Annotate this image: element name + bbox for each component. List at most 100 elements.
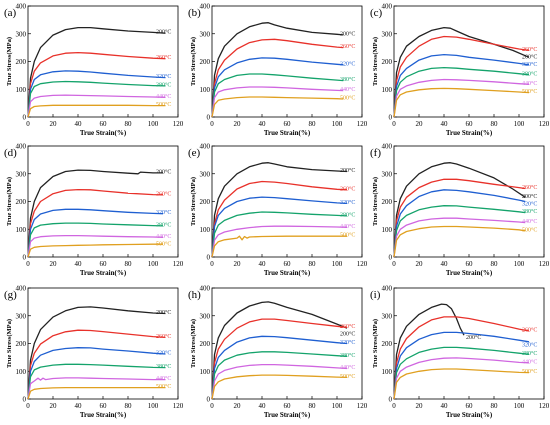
y-tick-label: 400	[16, 143, 27, 151]
x-tick-label: 40	[259, 260, 267, 268]
x-axis-label: True Strain(%)	[264, 269, 311, 277]
panel-e: 0 20 40 60 80 100 120 0 100 200 300 400 True Strain(…	[188, 143, 368, 278]
y-tick-label: 300	[16, 170, 27, 178]
x-tick-label: 0	[392, 402, 396, 410]
y-tick-label: 100	[16, 86, 27, 94]
panel-d: 0 20 40 60 80 100 120 0 100 200 300 400 True Strain(…	[4, 143, 184, 278]
x-tick-label: 60	[284, 402, 292, 410]
series-line-380C	[211, 211, 348, 258]
x-tick-label: 120	[539, 402, 550, 410]
y-tick-label: 100	[16, 226, 27, 234]
series-label-440C: 440°C	[340, 223, 355, 230]
y-tick-label: 0	[389, 254, 393, 262]
series-line-320C	[393, 331, 530, 400]
x-tick-label: 0	[210, 260, 214, 268]
x-tick-label: 80	[125, 260, 133, 268]
x-tick-label: 100	[514, 402, 525, 410]
panel-h: 0 20 40 60 80 100 120 0 100 200 300 400 True Strain(…	[188, 285, 368, 420]
x-tick-label: 80	[125, 120, 133, 128]
x-tick-label: 20	[50, 260, 58, 268]
series-label-200C: 200°C	[156, 309, 171, 316]
series-line-200C	[27, 306, 166, 400]
series-line-200C	[211, 162, 348, 258]
x-tick-label: 60	[100, 402, 108, 410]
series-line-500C	[27, 243, 163, 258]
x-tick-label: 0	[26, 402, 30, 410]
x-tick-label: 120	[357, 120, 368, 128]
series-line-320C	[27, 70, 166, 118]
x-tick-label: 120	[539, 120, 550, 128]
x-tick-label: 20	[50, 120, 58, 128]
x-tick-label: 20	[50, 402, 58, 410]
series-label-200C: 200°C	[156, 168, 171, 175]
plot-frame	[27, 287, 179, 400]
x-tick-label: 40	[441, 120, 449, 128]
series-line-380C	[393, 346, 530, 400]
series-label-320C: 320°C	[522, 200, 537, 207]
series-label-200C: 200°C	[522, 53, 537, 60]
series-label-320C: 320°C	[156, 350, 171, 357]
x-tick-label: 120	[539, 260, 550, 268]
series-line-260C	[393, 316, 530, 400]
series-line-440C	[393, 78, 530, 118]
y-tick-label: 0	[389, 396, 393, 404]
series-label-260C: 260°C	[522, 184, 537, 191]
series-label-380C: 380°C	[156, 221, 171, 228]
y-tick-label: 0	[207, 254, 211, 262]
x-tick-label: 80	[491, 402, 499, 410]
x-tick-label: 80	[309, 402, 317, 410]
series-line-500C	[211, 96, 344, 118]
y-axis-label: True Stress(MPa)	[190, 177, 197, 226]
series-label-320C: 320°C	[522, 61, 537, 68]
series-line-200C	[393, 162, 526, 258]
series-label-260C: 260°C	[156, 190, 171, 197]
y-tick-label: 0	[207, 114, 211, 122]
series-label-500C: 500°C	[156, 240, 171, 247]
series-label-320C: 320°C	[156, 209, 171, 216]
series-line-200C	[27, 169, 163, 258]
y-tick-label: 400	[382, 143, 393, 151]
series-label-260C: 260°C	[340, 323, 355, 330]
y-tick-label: 0	[23, 254, 27, 262]
y-axis-label: True Stress(MPa)	[6, 177, 13, 226]
series-line-200C	[27, 26, 166, 118]
series-label-320C: 320°C	[340, 199, 355, 206]
x-tick-label: 120	[357, 402, 368, 410]
series-line-440C	[27, 94, 166, 118]
series-line-500C	[211, 374, 348, 400]
panel-label: (d)	[4, 147, 17, 159]
series-label-440C: 440°C	[156, 375, 171, 382]
x-tick-label: 100	[332, 402, 343, 410]
y-axis-label: True Stress(MPa)	[372, 177, 379, 226]
x-tick-label: 60	[284, 120, 292, 128]
y-tick-label: 100	[16, 368, 27, 376]
series-line-260C	[27, 188, 164, 258]
y-tick-label: 100	[382, 86, 393, 94]
series-line-380C	[393, 66, 530, 118]
x-tick-label: 20	[416, 260, 424, 268]
y-tick-label: 400	[200, 143, 211, 151]
x-tick-label: 40	[441, 402, 449, 410]
x-axis-label: True Strain(%)	[446, 129, 493, 137]
x-tick-label: 60	[466, 402, 474, 410]
x-tick-label: 40	[75, 260, 83, 268]
series-line-320C	[27, 347, 166, 400]
y-tick-label: 400	[200, 3, 211, 11]
series-line-380C	[27, 222, 164, 258]
x-axis-label: True Strain(%)	[264, 129, 311, 137]
series-label-380C: 380°C	[340, 352, 355, 359]
x-tick-label: 40	[259, 120, 267, 128]
y-tick-label: 300	[200, 170, 211, 178]
y-tick-label: 400	[16, 285, 27, 293]
series-label-440C: 440°C	[156, 233, 171, 240]
series-label-260C: 260°C	[522, 46, 537, 53]
series-line-260C	[393, 178, 526, 258]
x-tick-label: 80	[309, 260, 317, 268]
series-label-200C: 200°C	[340, 30, 355, 37]
series-label-500C: 500°C	[340, 94, 355, 101]
x-tick-label: 80	[491, 260, 499, 268]
panel-label: (e)	[188, 147, 201, 159]
x-tick-label: 0	[26, 120, 30, 128]
series-line-500C	[211, 235, 347, 258]
